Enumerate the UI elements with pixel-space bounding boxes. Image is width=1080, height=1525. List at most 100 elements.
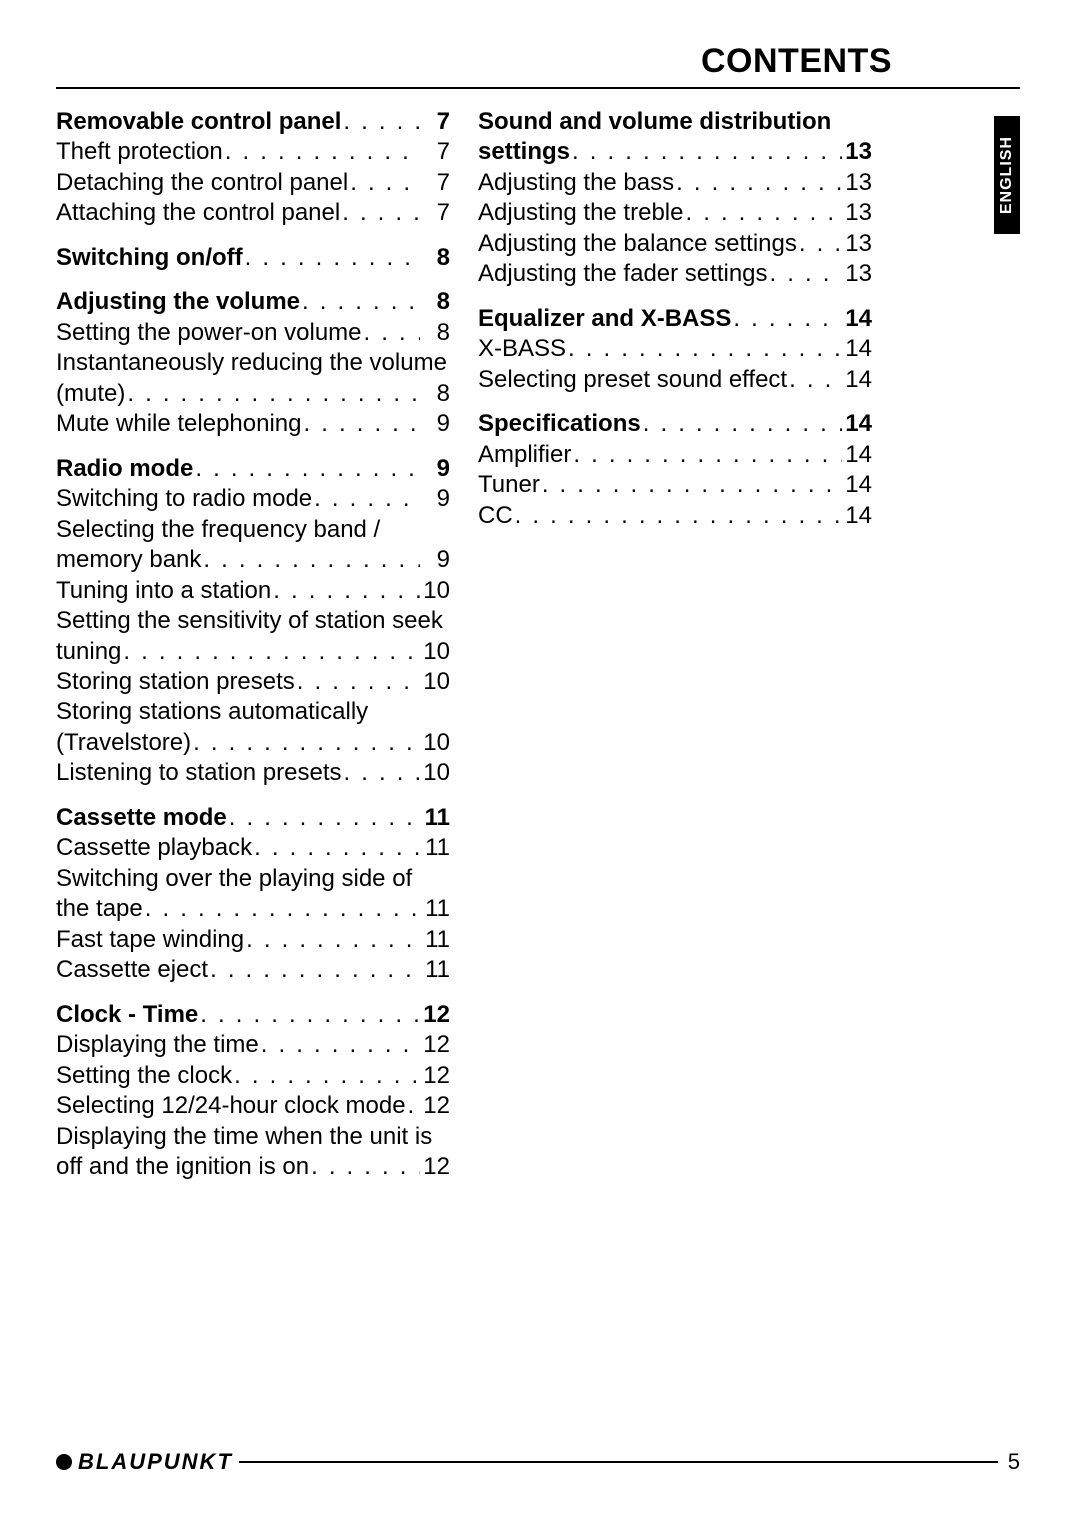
toc-label: Setting the clock — [56, 1061, 232, 1091]
toc-page: 7 — [420, 107, 450, 137]
toc-dots: . . . . . . . . . . . . . . . . . . . . … — [797, 229, 842, 259]
toc-page: 7 — [420, 168, 450, 198]
toc-item-line: Listening to station presets. . . . . . … — [56, 758, 450, 788]
toc-page: 8 — [420, 318, 450, 348]
page: CONTENTS Removable control panel. . . . … — [0, 0, 1080, 1525]
toc-label: (mute) — [56, 379, 125, 409]
toc-label: Radio mode — [56, 454, 193, 484]
toc-page: 9 — [420, 484, 450, 514]
toc-item-line: Adjusting the balance settings. . . . . … — [478, 229, 872, 259]
toc-dots: . . . . . . . . . . . . . . . . . . . . … — [570, 137, 842, 167]
page-number: 5 — [1008, 1449, 1020, 1475]
toc-item-line: Displaying the time when the unit is — [56, 1122, 450, 1152]
toc-label: Tuner — [478, 470, 540, 500]
toc-label: tuning — [56, 637, 121, 667]
toc-dots: . . . . . . . . . . . . . . . . . . . . … — [540, 470, 842, 500]
toc-page: 11 — [420, 803, 450, 833]
toc-dots: . . . . . . . . . . . . . . . . . . . . … — [309, 1152, 420, 1182]
toc-item-line: Amplifier. . . . . . . . . . . . . . . .… — [478, 440, 872, 470]
toc-page: 9 — [420, 454, 450, 484]
toc-page: 7 — [420, 198, 450, 228]
toc-dots: . . . . . . . . . . . . . . . . . . . . … — [641, 409, 842, 439]
toc-page: 10 — [420, 758, 450, 788]
toc-dots: . . . . . . . . . . . . . . . . . . . . … — [243, 243, 420, 273]
toc-section: Radio mode . . . . . . . . . . . . . . . … — [56, 454, 450, 789]
toc-item-line: Instantaneously reducing the volume — [56, 348, 450, 378]
toc-section: Adjusting the volume. . . . . . . . . . … — [56, 287, 450, 439]
toc-label: Cassette mode — [56, 803, 227, 833]
toc-dots: . . . . . . . . . . . . . . . . . . . . … — [121, 637, 420, 667]
toc-heading-line: Radio mode. . . . . . . . . . . . . . . … — [56, 454, 450, 484]
toc-dots: . . . . . . . . . . . . . . . . . . . . … — [341, 107, 420, 137]
toc-item-line: Cassette eject. . . . . . . . . . . . . … — [56, 955, 450, 985]
toc-page: 14 — [842, 440, 872, 470]
toc-section: Removable control panel. . . . . . . . .… — [56, 107, 450, 229]
toc-dots: . . . . . . . . . . . . . . . . . . . . … — [223, 137, 420, 167]
toc-dots: . . . . . . . . . . . . . . . . . . . . … — [125, 379, 420, 409]
toc-label: Switching over the playing side of — [56, 864, 412, 894]
page-title: CONTENTS — [56, 42, 1020, 81]
toc-item-line: Setting the sensitivity of station seek — [56, 606, 450, 636]
toc-page: 11 — [420, 894, 450, 924]
toc-item-line: Displaying the time. . . . . . . . . . .… — [56, 1030, 450, 1060]
toc-item-line: the tape. . . . . . . . . . . . . . . . … — [56, 894, 450, 924]
toc-dots: . . . . . . . . . . . . . . . . . . . . … — [731, 304, 842, 334]
toc-label: Listening to station presets — [56, 758, 342, 788]
brand-logo: BLAUPUNKT — [56, 1449, 233, 1475]
toc-page: 12 — [420, 1061, 450, 1091]
toc-dots: . . . . . . . . . . . . . . . . . . . . … — [252, 833, 420, 863]
toc-label: Equalizer and X-BASS — [478, 304, 731, 334]
toc-label: Selecting 12/24-hour clock mode — [56, 1091, 406, 1121]
footer-rule — [239, 1461, 998, 1463]
toc-label: Amplifier — [478, 440, 571, 470]
toc-column-left: Removable control panel. . . . . . . . .… — [56, 107, 450, 1182]
toc-page: 11 — [420, 925, 450, 955]
toc-item-line: Setting the power-on volume. . . . . . .… — [56, 318, 450, 348]
toc-item-line: off and the ignition is on. . . . . . . … — [56, 1152, 450, 1182]
toc-dots: . . . . . . . . . . . . . . . . . . . . … — [362, 318, 420, 348]
footer: BLAUPUNKT 5 — [56, 1449, 1020, 1475]
language-tab-label: ENGLISH — [998, 136, 1016, 214]
toc-item-line: Storing stations automatically — [56, 697, 450, 727]
toc-dots: . . . . . . . . . . . . . . . . . . . . … — [406, 1091, 420, 1121]
toc-page: 12 — [420, 1091, 450, 1121]
toc-page: 14 — [842, 501, 872, 531]
toc-label: Setting the sensitivity of station seek — [56, 606, 443, 636]
toc-column-right: Sound and volume distributionsettings. .… — [478, 107, 872, 1182]
toc-item-line: Mute while telephoning. . . . . . . . . … — [56, 409, 450, 439]
brand-dot-icon — [56, 1454, 72, 1470]
toc-label: Mute while telephoning — [56, 409, 302, 439]
toc-label: Selecting the frequency band / — [56, 515, 380, 545]
toc-page: 10 — [420, 667, 450, 697]
toc-dots: . . . . . . . . . . . . . . . . . . . . … — [198, 1000, 420, 1030]
toc-label: Instantaneously reducing the volume — [56, 348, 447, 378]
toc-item-line: X-BASS. . . . . . . . . . . . . . . . . … — [478, 334, 872, 364]
toc-page: 13 — [842, 168, 872, 198]
toc-dots: . . . . . . . . . . . . . . . . . . . . … — [201, 545, 420, 575]
toc-page: 14 — [842, 365, 872, 395]
toc-item-line: Adjusting the fader settings. . . . . . … — [478, 259, 872, 289]
toc-page: 9 — [420, 409, 450, 439]
toc-heading-line: Adjusting the volume. . . . . . . . . . … — [56, 287, 450, 317]
toc-section: Cassette mode . . . . . . . . . . . . . .… — [56, 803, 450, 986]
toc-dots: . . . . . . . . . . . . . . . . . . . . … — [208, 955, 420, 985]
toc-label: Adjusting the balance settings — [478, 229, 797, 259]
toc-columns: Removable control panel. . . . . . . . .… — [56, 107, 1020, 1182]
toc-page: 8 — [420, 379, 450, 409]
toc-item-line: Switching over the playing side of — [56, 864, 450, 894]
toc-page: 10 — [420, 637, 450, 667]
toc-label: settings — [478, 137, 570, 167]
toc-label: Removable control panel — [56, 107, 341, 137]
toc-label: Adjusting the treble — [478, 198, 683, 228]
toc-label: the tape — [56, 894, 143, 924]
toc-label: Setting the power-on volume — [56, 318, 362, 348]
toc-item-line: Storing station presets. . . . . . . . .… — [56, 667, 450, 697]
toc-label: Cassette playback — [56, 833, 252, 863]
toc-dots: . . . . . . . . . . . . . . . . . . . . … — [232, 1061, 420, 1091]
toc-dots: . . . . . . . . . . . . . . . . . . . . … — [259, 1030, 420, 1060]
toc-dots: . . . . . . . . . . . . . . . . . . . . … — [787, 365, 842, 395]
toc-dots: . . . . . . . . . . . . . . . . . . . . … — [571, 440, 842, 470]
toc-label: Adjusting the fader settings — [478, 259, 768, 289]
title-rule — [56, 87, 1020, 89]
toc-dots: . . . . . . . . . . . . . . . . . . . . … — [191, 728, 420, 758]
